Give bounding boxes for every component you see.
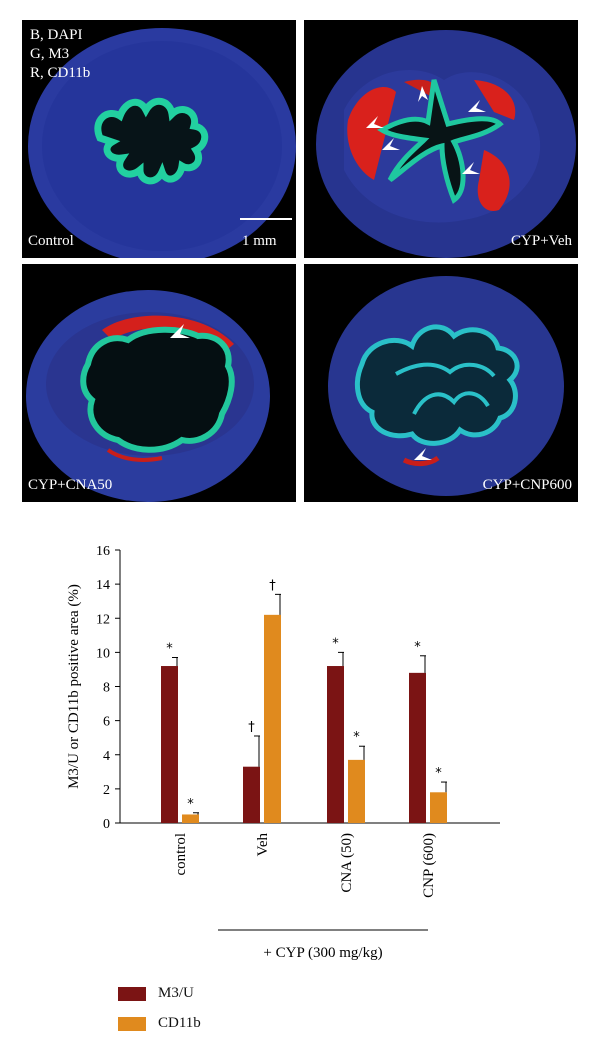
bar-cd11b-3 [430, 792, 447, 823]
legend-label-cd11b: CD11b [158, 1015, 201, 1031]
x-tick-label: CNA (50) [339, 833, 355, 893]
channel-label-dapi: B, DAPI [30, 27, 83, 43]
y-tick-label: 0 [103, 817, 110, 832]
legend-label-m3u: M3/U [158, 985, 194, 1001]
significance-mark: * [353, 730, 360, 745]
significance-mark: * [166, 641, 173, 656]
significance-mark: * [435, 766, 442, 781]
y-tick-label: 4 [103, 749, 110, 764]
x-tick-label: control [173, 833, 189, 876]
y-tick-label: 6 [103, 715, 110, 730]
scale-bar-label: 1 mm [242, 233, 277, 249]
cyp-veh-tissue-image [316, 30, 576, 258]
cyp-cna50-tissue-image [26, 290, 270, 502]
channel-label-m3: G, M3 [30, 46, 70, 62]
bar-cd11b-0 [182, 814, 199, 823]
legend-item-m3u: M3/U [118, 985, 194, 1002]
bar-cd11b-1 [264, 614, 281, 823]
legend-swatch-cd11b [118, 1016, 146, 1031]
micrograph-cyp-cna50: CYP+CNA50 [22, 264, 296, 502]
control-tissue-image [28, 28, 296, 258]
y-tick-label: 12 [96, 612, 110, 627]
panel-label-cyp-veh: CYP+Veh [511, 233, 572, 249]
x-tick-label: Veh [255, 833, 271, 857]
bar-m3u-0 [161, 666, 178, 823]
group-label: + CYP (300 mg/kg) [263, 945, 382, 961]
significance-mark: † [269, 578, 276, 593]
micrograph-control: B, DAPI G, M3 R, CD11b 1 mm Control [22, 20, 296, 258]
scale-bar [240, 218, 292, 220]
legend-item-cd11b: CD11b [118, 1015, 201, 1032]
significance-mark: * [414, 640, 421, 655]
x-tick-label: CNP (600) [421, 833, 437, 898]
micrograph-cyp-cnp600: CYP+CNP600 [304, 264, 578, 502]
bar-m3u-2 [327, 666, 344, 823]
y-tick-label: 8 [103, 681, 110, 696]
significance-mark: † [248, 720, 255, 735]
panel-label-cyp-cnp600: CYP+CNP600 [482, 477, 572, 493]
y-tick-label: 16 [96, 544, 110, 559]
panel-label-control: Control [28, 233, 74, 249]
bar-m3u-1 [243, 766, 260, 823]
significance-mark: * [332, 636, 339, 651]
significance-mark: * [187, 797, 194, 812]
micrograph-cyp-veh: CYP+Veh [304, 20, 578, 258]
bar-m3u-3 [409, 672, 426, 823]
bar-cd11b-2 [348, 759, 365, 823]
panel-label-cyp-cna50: CYP+CNA50 [28, 477, 113, 493]
y-axis-label: M3/U or CD11b positive area (%) [66, 584, 82, 789]
y-tick-label: 2 [103, 783, 110, 798]
legend-swatch-m3u [118, 986, 146, 1001]
cyp-cnp600-tissue-image [328, 276, 564, 496]
bar-chart: 0 2 4 6 8 10 12 14 16 M3/U or CD11b positive area… [66, 544, 500, 961]
y-tick-label: 14 [96, 578, 110, 593]
y-tick-label: 10 [96, 646, 110, 661]
channel-label-cd11b: R, CD11b [30, 65, 91, 81]
